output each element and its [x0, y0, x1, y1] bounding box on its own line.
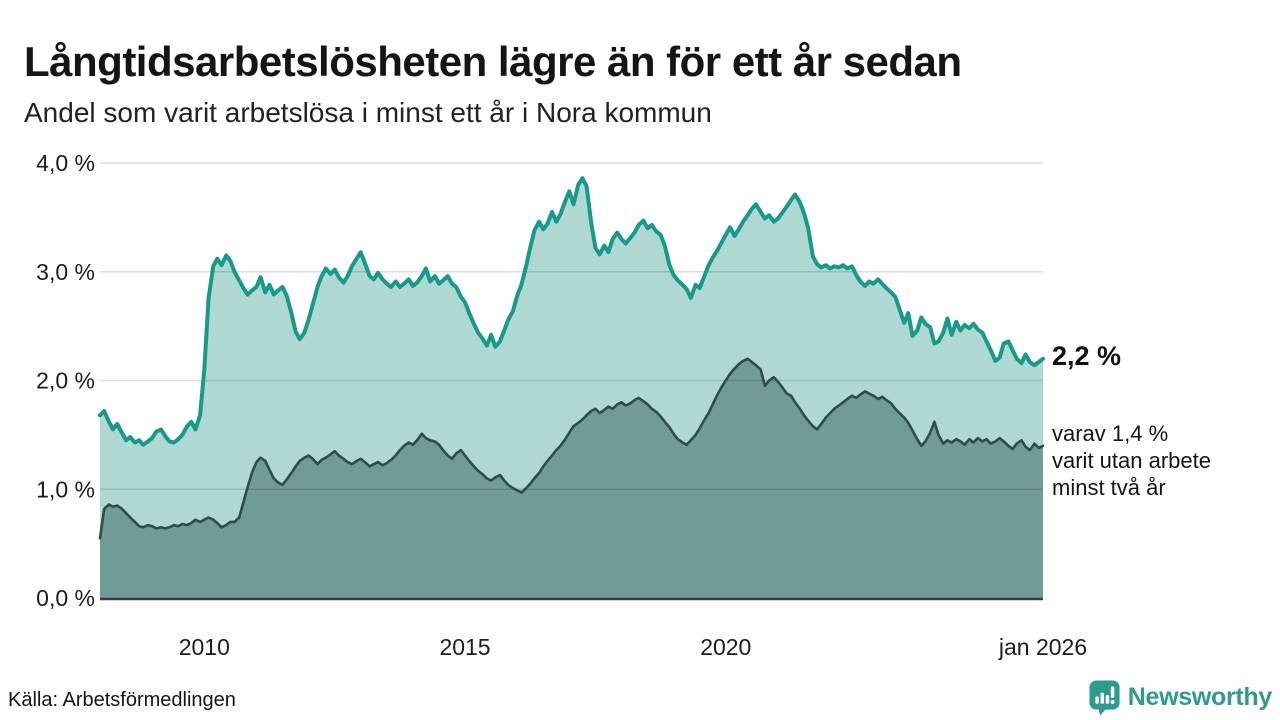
newsworthy-wordmark: Newsworthy: [1127, 683, 1273, 711]
newsworthy-logo-icon: [1089, 680, 1120, 716]
series-line-0: [98, 176, 1045, 447]
y-tick-label: 0,0 %: [36, 585, 95, 611]
series-area-1: [100, 358, 1043, 598]
series-line-1: [98, 357, 1045, 540]
latest-value-label: 2,2 %: [1052, 341, 1122, 371]
y-tick-label: 4,0 %: [36, 150, 95, 176]
newsworthy-brand: Newsworthy: [1088, 679, 1272, 716]
y-tick-label: 3,0 %: [36, 259, 95, 285]
x-tick-label: 2015: [439, 634, 490, 660]
x-tick-label: jan 2026: [998, 634, 1087, 660]
x-tick-label: 2020: [700, 634, 751, 660]
source-caption: Källa: Arbetsförmedlingen: [8, 689, 236, 711]
x-tick-label: 2010: [179, 634, 230, 660]
y-tick-label: 1,0 %: [36, 476, 95, 502]
y-tick-label: 2,0 %: [36, 368, 95, 394]
page-title: Långtidsarbetslösheten lägre än för ett …: [24, 38, 962, 86]
secondary-value-annotation: varav 1,4 % varit utan arbete minst två …: [1052, 421, 1211, 500]
chart-subtitle: Andel som varit arbetslösa i minst ett å…: [24, 97, 712, 128]
